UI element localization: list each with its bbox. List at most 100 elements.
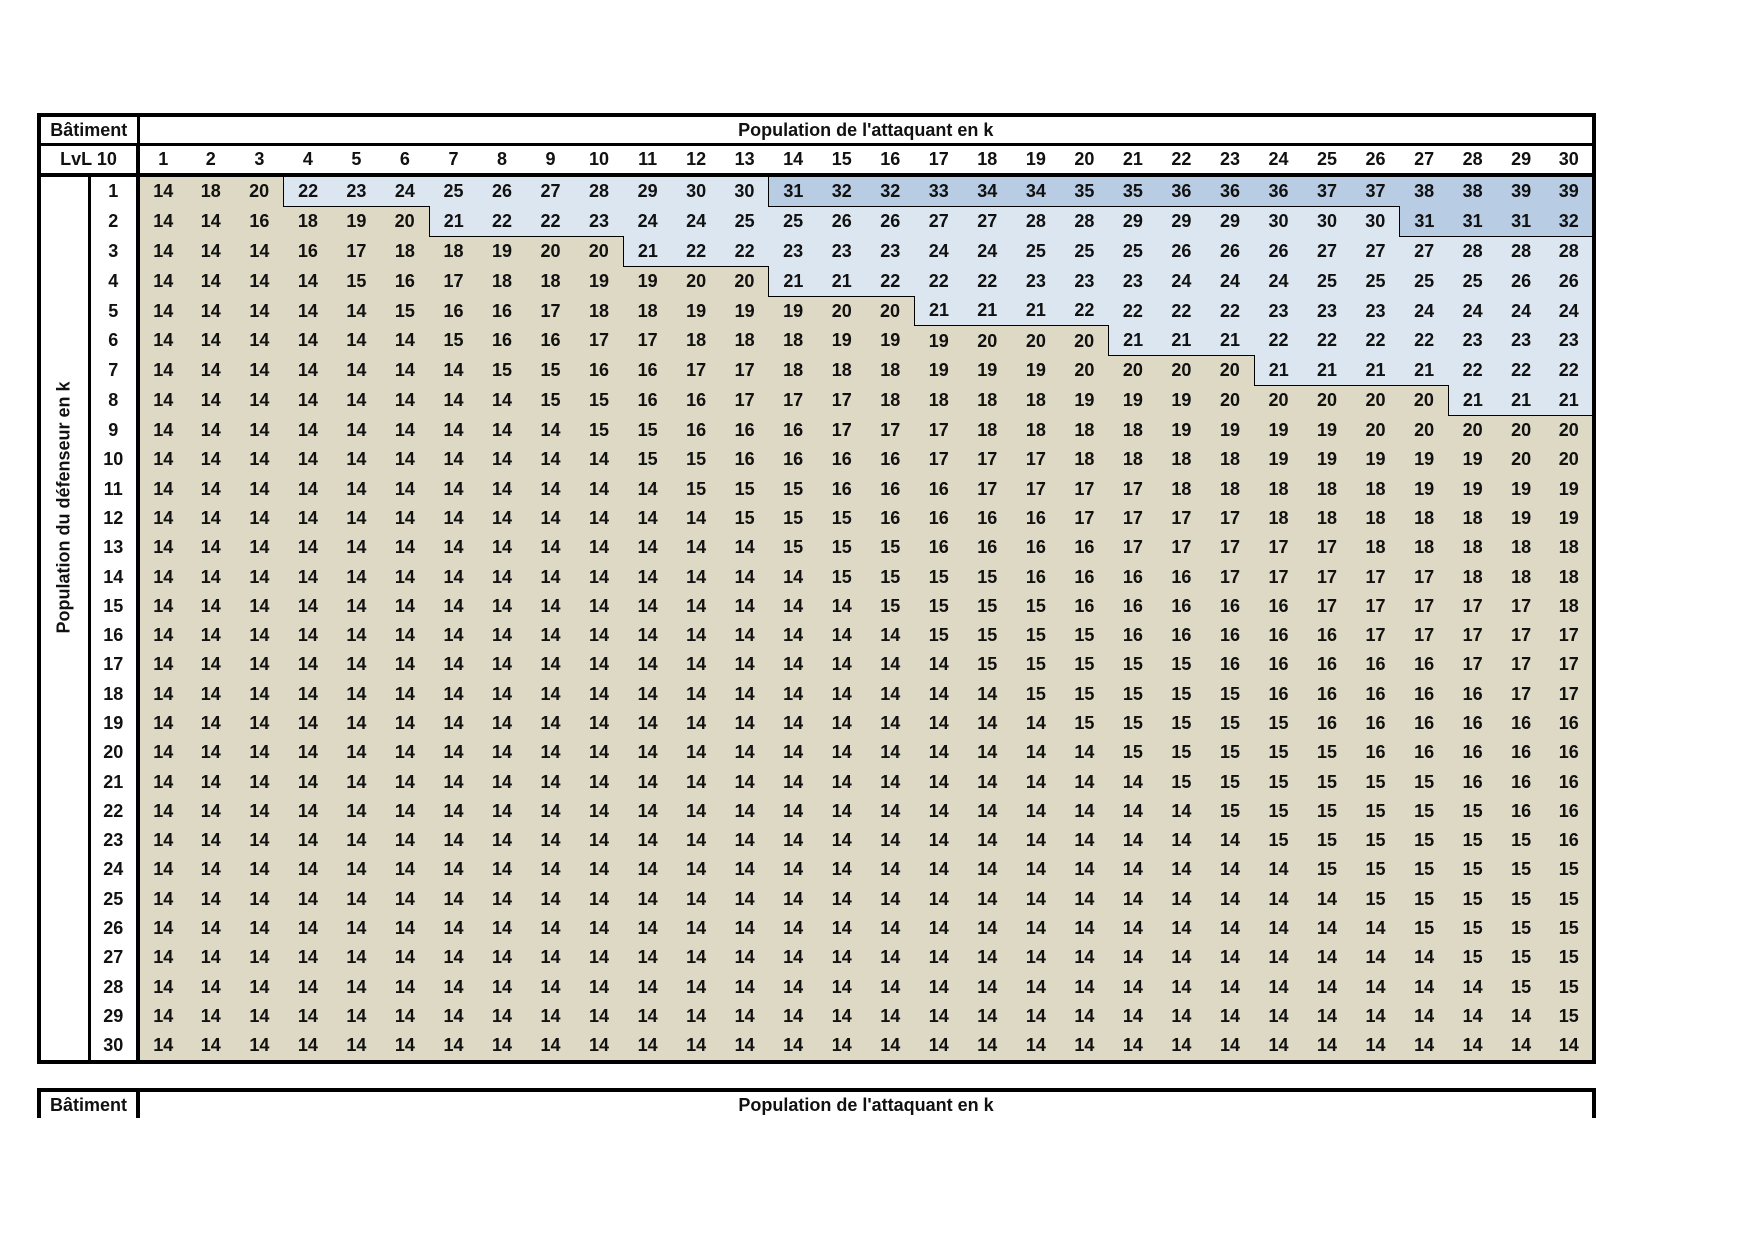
cell: 14 <box>817 1001 866 1032</box>
cell: 31 <box>768 175 818 207</box>
cell: 14 <box>574 738 624 768</box>
cell: 14 <box>865 972 915 1002</box>
cell: 23 <box>865 236 915 267</box>
cell: 14 <box>1060 1031 1109 1063</box>
cell: 14 <box>332 767 381 797</box>
column-header: 30 <box>1545 144 1594 177</box>
cell: 18 <box>768 355 818 386</box>
cell: 14 <box>138 533 187 563</box>
cell: 25 <box>1351 266 1400 297</box>
cell: 14 <box>283 972 333 1002</box>
cell: 16 <box>1351 738 1400 768</box>
cell: 14 <box>1254 1001 1303 1032</box>
cell: 25 <box>720 206 769 237</box>
cell: 14 <box>429 913 478 944</box>
cell: 14 <box>768 738 818 768</box>
cell: 24 <box>1545 296 1594 326</box>
cell: 21 <box>1545 385 1594 416</box>
cell: 16 <box>1302 679 1352 709</box>
cell: 18 <box>1302 474 1352 504</box>
cell: 16 <box>1302 650 1352 680</box>
cell: 25 <box>429 175 478 207</box>
cell: 14 <box>1060 855 1109 885</box>
data-row: 17 14 14 14 14 14 14 14 14 14 14 14 14 14 14 14 14 14 15 15… <box>39 650 1594 680</box>
row-label: 11 <box>89 474 141 504</box>
cell: 19 <box>671 296 721 326</box>
cell: 18 <box>1448 503 1497 534</box>
cell: 14 <box>1254 913 1303 944</box>
cell: 14 <box>623 679 672 709</box>
cell: 15 <box>817 562 866 592</box>
cell: 18 <box>1108 415 1158 446</box>
cell: 20 <box>574 236 624 267</box>
cell: 14 <box>138 972 187 1002</box>
cell: 14 <box>186 355 236 386</box>
cell: 14 <box>283 266 333 297</box>
cell: 14 <box>477 855 527 885</box>
cell: 14 <box>914 855 964 885</box>
cell: 14 <box>283 445 333 475</box>
cell: 14 <box>720 533 769 563</box>
cell: 16 <box>1302 620 1352 651</box>
cell: 15 <box>1399 796 1449 827</box>
cell: 17 <box>1060 503 1109 534</box>
cell: 14 <box>332 445 381 475</box>
cell: 14 <box>963 913 1012 944</box>
cell: 14 <box>283 943 333 973</box>
cell: 14 <box>623 1031 672 1063</box>
cell: 14 <box>963 826 1012 856</box>
cell: 14 <box>574 826 624 856</box>
cell: 17 <box>963 445 1012 475</box>
cell: 14 <box>1157 1001 1206 1032</box>
cell: 16 <box>429 296 478 326</box>
cell: 14 <box>526 474 575 504</box>
cell: 27 <box>1302 236 1352 267</box>
data-row: 7 14 14 14 14 14 14 14 15 15 16 16 17 17 18 18 18 19 19 19 2… <box>39 355 1594 386</box>
cell: 14 <box>186 650 236 680</box>
column-header: 6 <box>380 144 430 177</box>
cell: 20 <box>526 236 575 267</box>
cell: 15 <box>1351 767 1400 797</box>
cell: 25 <box>1399 266 1449 297</box>
cell: 14 <box>332 913 381 944</box>
cell: 14 <box>526 562 575 592</box>
cell: 14 <box>138 767 187 797</box>
cell: 27 <box>1351 236 1400 267</box>
cell: 14 <box>526 1001 575 1032</box>
cell: 21 <box>1011 296 1061 326</box>
cell: 14 <box>1254 943 1303 973</box>
cell: 16 <box>1448 679 1497 709</box>
column-header: 9 <box>526 144 575 177</box>
cell: 28 <box>1496 236 1546 267</box>
cell: 23 <box>817 236 866 267</box>
cell: 14 <box>380 533 430 563</box>
cell: 14 <box>768 972 818 1002</box>
cell: 14 <box>1060 767 1109 797</box>
cell: 14 <box>235 650 284 680</box>
cell: 24 <box>1399 296 1449 326</box>
column-header: 2 <box>186 144 236 177</box>
cell: 14 <box>380 884 430 914</box>
cell: 16 <box>1157 620 1206 651</box>
cell: 14 <box>817 884 866 914</box>
column-header: 14 <box>768 144 818 177</box>
cell: 16 <box>1545 738 1594 768</box>
cell: 14 <box>526 796 575 827</box>
cell: 14 <box>671 533 721 563</box>
cell: 16 <box>1496 796 1546 827</box>
cell: 14 <box>526 650 575 680</box>
cell: 17 <box>1157 503 1206 534</box>
column-header: 11 <box>623 144 672 177</box>
cell: 14 <box>380 855 430 885</box>
cell: 14 <box>671 650 721 680</box>
cell: 14 <box>865 620 915 651</box>
cell: 15 <box>1448 913 1497 944</box>
cell: 17 <box>1496 679 1546 709</box>
cell: 19 <box>1448 474 1497 504</box>
cell: 15 <box>1011 679 1061 709</box>
cell: 14 <box>574 1001 624 1032</box>
cell: 19 <box>1157 385 1206 416</box>
cell: 14 <box>574 445 624 475</box>
cell: 14 <box>526 913 575 944</box>
cell: 17 <box>1254 533 1303 563</box>
